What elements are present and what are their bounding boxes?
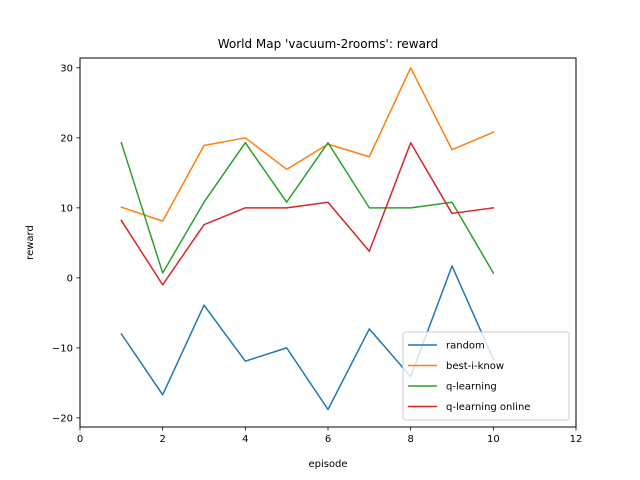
y-tick-label: 10 xyxy=(60,203,73,214)
y-tick-label: 30 xyxy=(60,63,73,74)
series-line-q-learning xyxy=(120,141,495,274)
y-tick-label: −20 xyxy=(52,413,73,424)
x-tick-label: 6 xyxy=(325,434,331,445)
x-tick-label: 8 xyxy=(407,434,413,445)
legend-box xyxy=(402,331,570,421)
series-layer xyxy=(120,67,495,411)
y-tick-label: −10 xyxy=(52,343,73,354)
legend-label: random xyxy=(446,341,485,352)
y-tick-label: 0 xyxy=(67,273,73,284)
x-tick-label: 12 xyxy=(570,434,583,445)
legend: random best-i-know q-learning q-learning on… xyxy=(402,331,570,421)
series-line-random xyxy=(120,265,495,411)
legend-label: best-i-know xyxy=(446,361,504,372)
x-tick-label: 10 xyxy=(487,434,500,445)
legend-label: q-learning xyxy=(446,382,497,393)
y-axis-label: reward xyxy=(25,225,36,260)
x-tick-label: 0 xyxy=(77,434,83,445)
x-tick-label: 2 xyxy=(159,434,165,445)
x-axis-label: episode xyxy=(308,459,347,470)
x-tick-label: 4 xyxy=(242,434,248,445)
series-line-best-i-know xyxy=(120,67,495,222)
chart-title: World Map 'vacuum-2rooms': reward xyxy=(218,37,439,51)
legend-label: q-learning online xyxy=(446,402,530,413)
y-tick-label: 20 xyxy=(60,133,73,144)
series-line-q-learning-online xyxy=(120,141,495,286)
x-axis: 0 2 4 6 8 10 12 xyxy=(77,427,583,445)
y-axis: −20 −10 0 10 20 30 xyxy=(52,63,80,424)
